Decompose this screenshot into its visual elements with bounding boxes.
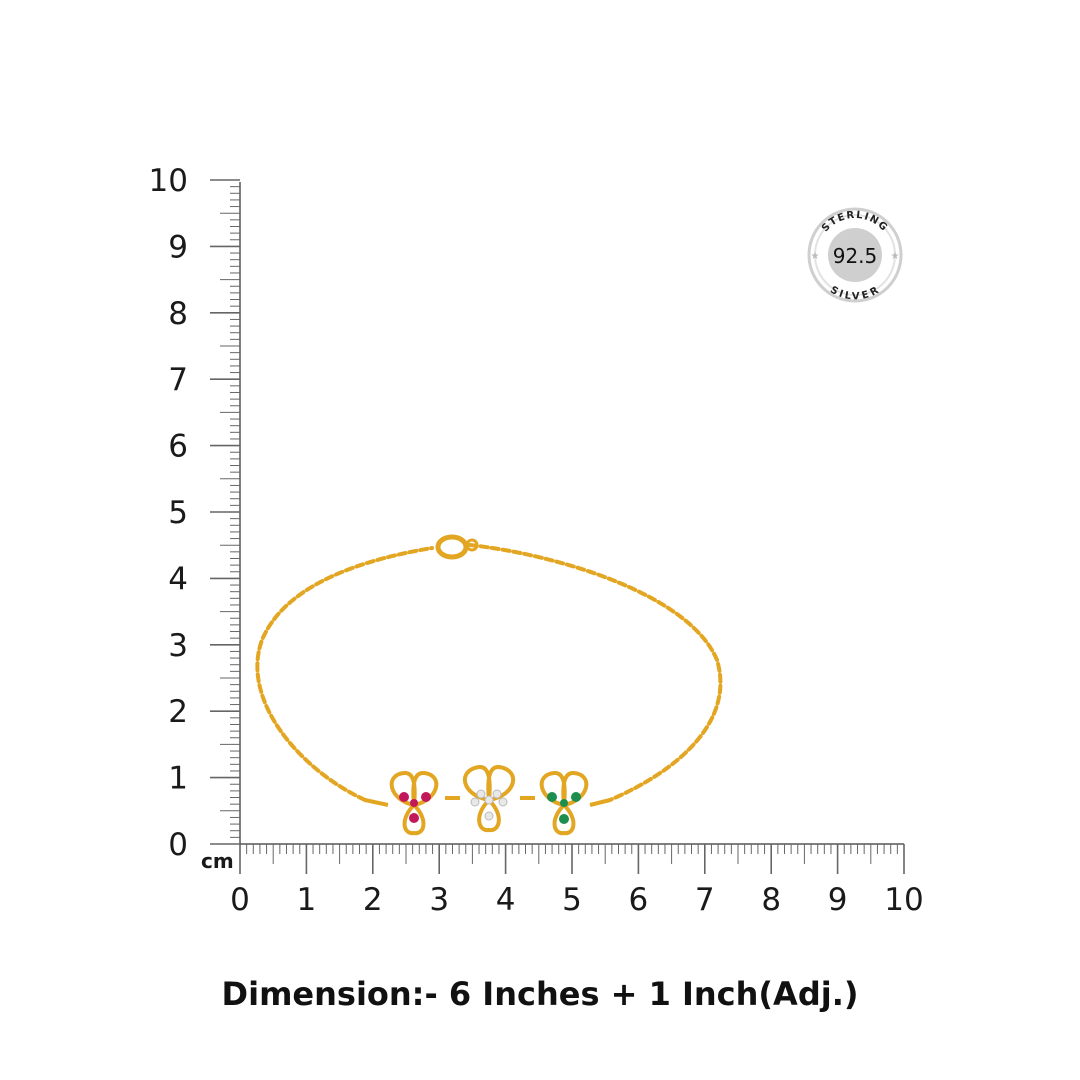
- x-tick-label: 9: [828, 882, 848, 918]
- y-tick-label: 9: [168, 229, 188, 265]
- bracelet-image: [255, 534, 723, 836]
- y-tick-label: 5: [168, 495, 188, 531]
- x-tick-label: 5: [562, 882, 582, 918]
- badge-value: 92.5: [833, 244, 878, 268]
- x-tick-label: 8: [761, 882, 781, 918]
- x-tick-label: 4: [496, 882, 516, 918]
- bracelet-chain: [255, 546, 434, 802]
- y-tick-label: 0: [168, 827, 188, 863]
- charm-connector: [589, 798, 611, 807]
- unit-label: cm: [201, 849, 234, 873]
- x-tick-label: 3: [429, 882, 449, 918]
- bracelet-chain: [468, 543, 723, 802]
- x-tick-label: 1: [297, 882, 317, 918]
- x-tick-label: 2: [363, 882, 383, 918]
- x-tick-label: 7: [695, 882, 715, 918]
- y-tick-label: 8: [168, 296, 188, 332]
- x-tick-label: 6: [629, 882, 649, 918]
- clover-charm-emerald: [539, 771, 589, 836]
- x-tick-label: 0: [230, 882, 250, 918]
- y-tick-label: 7: [168, 362, 188, 398]
- horizontal-ruler: 0 1 2 3 4 5 6 7 8 9 10: [230, 843, 924, 918]
- star-icon: ★: [891, 251, 900, 262]
- y-tick-label: 3: [168, 628, 188, 664]
- clover-charm-ruby: [389, 771, 439, 836]
- bracelet-clasp: [435, 534, 479, 560]
- y-tick-label: 2: [168, 694, 188, 730]
- clover-charm-white: [462, 765, 516, 833]
- y-tick-label: 10: [149, 163, 188, 199]
- dimension-caption: Dimension:- 6 Inches + 1 Inch(Adj.): [221, 975, 859, 1013]
- y-tick-label: 4: [168, 561, 188, 597]
- star-icon: ★: [811, 251, 820, 262]
- y-tick-label: 6: [168, 429, 188, 465]
- vertical-ruler: 0 1 2 3 4 5 6 7 8 9 10: [149, 163, 241, 863]
- charm-connector: [364, 798, 389, 807]
- sterling-silver-badge: STERLING SILVER 92.5 ★ ★: [807, 207, 903, 303]
- y-tick-label: 1: [168, 761, 188, 797]
- x-tick-label: 10: [884, 882, 923, 918]
